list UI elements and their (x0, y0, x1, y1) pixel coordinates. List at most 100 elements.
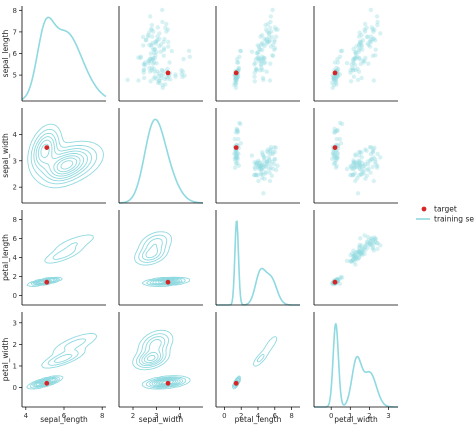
training-point (358, 46, 362, 50)
training-point (272, 48, 276, 52)
training-point (371, 245, 375, 249)
training-point (364, 242, 368, 246)
training-point (254, 68, 258, 72)
training-point (371, 147, 375, 151)
training-point (262, 177, 266, 181)
training-point (369, 8, 373, 12)
training-point (353, 262, 357, 266)
training-point (335, 151, 339, 155)
target-point (234, 145, 239, 150)
training-point (233, 77, 237, 81)
training-point (362, 252, 366, 256)
training-point (353, 55, 357, 59)
training-point (153, 53, 157, 57)
training-point (265, 70, 269, 74)
training-point (188, 55, 192, 59)
training-point (141, 68, 145, 72)
legend-target-marker (422, 207, 427, 212)
training-point (237, 55, 241, 59)
kde-contour (61, 161, 73, 169)
training-point (163, 26, 167, 30)
training-point (340, 275, 344, 279)
x-axis-label-sepal_width: sepal_width (139, 415, 184, 424)
training-point (333, 161, 337, 165)
training-point (331, 86, 335, 90)
training-point (353, 153, 357, 157)
training-point (151, 29, 155, 33)
legend-label: target (434, 205, 457, 214)
target-point (234, 381, 239, 386)
training-point (333, 130, 337, 134)
training-point (359, 40, 363, 44)
training-point (141, 35, 145, 39)
x-axis-label-sepal_length: sepal_length (40, 415, 88, 424)
training-point (234, 130, 238, 134)
training-point (236, 137, 240, 141)
training-point (351, 257, 355, 261)
training-point (166, 40, 170, 44)
training-point (261, 191, 265, 195)
training-point (179, 72, 183, 76)
training-point (371, 37, 375, 41)
training-point (160, 20, 164, 24)
training-point (268, 20, 272, 24)
training-point (233, 166, 237, 170)
training-point (234, 86, 238, 90)
training-point (256, 159, 260, 163)
training-point (357, 70, 361, 74)
training-point (268, 179, 272, 183)
training-point (160, 68, 164, 72)
x-tick-label: 8 (100, 412, 104, 420)
target-point (44, 381, 49, 386)
training-point (267, 155, 271, 159)
training-point (338, 55, 342, 59)
training-point (366, 41, 370, 45)
training-point (352, 75, 356, 79)
x-tick-label: 2 (131, 412, 135, 420)
training-point (148, 79, 152, 83)
training-point (256, 179, 260, 183)
y-axis-label-petal_length: petal_length (1, 234, 10, 281)
y-tick-label: 3 (13, 157, 17, 165)
training-point (250, 153, 254, 157)
training-point (161, 72, 165, 76)
training-point (261, 172, 265, 176)
training-point (371, 29, 375, 33)
x-axis-label-petal_length: petal_length (235, 415, 282, 424)
training-point (268, 78, 272, 82)
kde-curve-sepal_length (22, 17, 106, 99)
training-point (265, 159, 269, 163)
training-point (238, 122, 242, 126)
training-point (268, 26, 272, 30)
training-point (363, 22, 367, 26)
training-point (366, 62, 370, 66)
training-point (259, 167, 263, 171)
training-point (148, 14, 152, 18)
training-point (345, 61, 349, 65)
training-point (370, 236, 374, 240)
training-point (335, 137, 339, 141)
training-point (263, 23, 267, 27)
training-point (372, 78, 376, 82)
training-point (366, 159, 370, 163)
training-point (256, 50, 260, 54)
training-point (146, 59, 150, 63)
panel-petal_length-vs-sepal_width (119, 210, 203, 305)
panel-petal_length-vs-petal_width (314, 210, 398, 305)
training-point (378, 31, 382, 35)
training-point (164, 29, 168, 33)
training-point (265, 41, 269, 45)
panel-petal_length-vs-petal_length (216, 210, 300, 305)
training-point (358, 236, 362, 240)
target-point (333, 280, 338, 285)
kde-curve-sepal_width (119, 119, 203, 202)
training-point (273, 25, 277, 29)
x-axis-label-petal_width: petal_width (334, 415, 378, 424)
training-point (258, 34, 262, 38)
training-point (351, 162, 355, 166)
y-tick-label: 0 (13, 292, 17, 300)
